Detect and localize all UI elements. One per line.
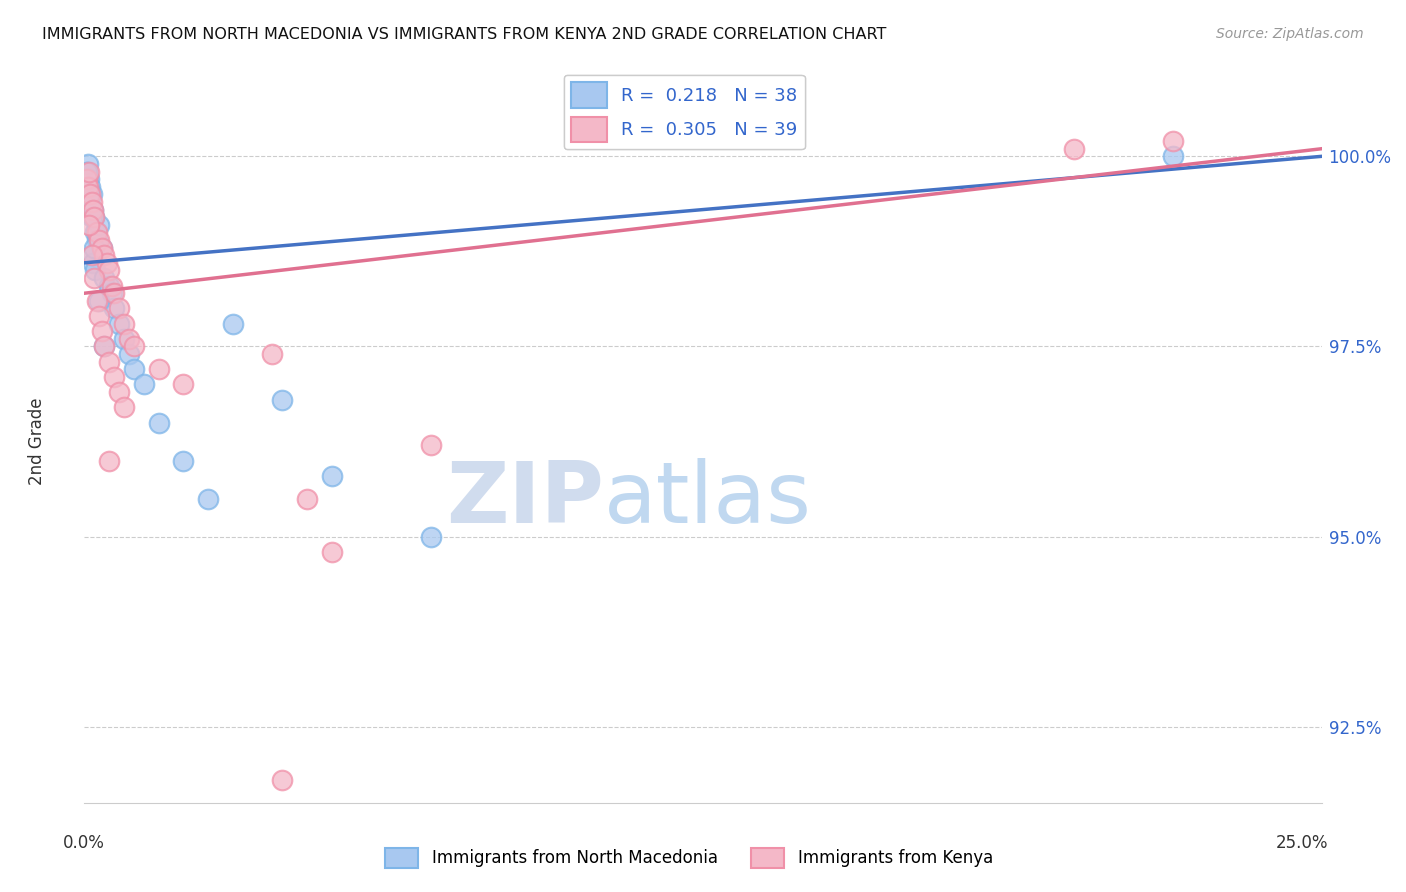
Point: [98, 278, 121, 293]
Text: 2nd Grade: 2nd Grade: [28, 398, 46, 485]
Text: 25.0%: 25.0%: [1277, 834, 1329, 852]
Legend: Immigrants from North Macedonia, Immigrants from Kenya: Immigrants from North Macedonia, Immigra…: [378, 841, 1000, 875]
Point: [77, 157, 100, 171]
Point: [108, 301, 131, 316]
Point: [93, 339, 115, 353]
Point: [83, 210, 105, 224]
Point: [80, 210, 103, 224]
Point: [112, 317, 135, 331]
Point: [295, 491, 318, 506]
Point: [89, 218, 111, 232]
Point: [82, 202, 104, 217]
Point: [79, 194, 101, 209]
Point: [419, 438, 441, 452]
Point: [122, 339, 145, 353]
Point: [321, 468, 343, 483]
Point: [271, 392, 294, 407]
Point: [132, 377, 155, 392]
Point: [222, 317, 245, 331]
Point: [108, 385, 131, 400]
Point: [197, 491, 219, 506]
Point: [93, 248, 115, 262]
Point: [172, 377, 194, 392]
Point: [84, 263, 107, 277]
Point: [76, 164, 98, 178]
Point: [79, 164, 101, 178]
Point: [98, 263, 121, 277]
Point: [262, 347, 284, 361]
Point: [83, 271, 105, 285]
Point: [82, 202, 104, 217]
Point: [79, 187, 101, 202]
Point: [1063, 142, 1085, 156]
Point: [321, 545, 343, 559]
Point: [89, 233, 111, 247]
Point: [79, 179, 101, 194]
Point: [103, 301, 125, 316]
Point: [79, 218, 101, 232]
Point: [90, 241, 112, 255]
Point: [108, 317, 131, 331]
Text: ZIP: ZIP: [446, 458, 605, 541]
Point: [84, 226, 107, 240]
Point: [90, 324, 112, 338]
Point: [86, 293, 108, 308]
Point: [90, 241, 112, 255]
Point: [271, 772, 294, 787]
Point: [118, 347, 141, 361]
Point: [93, 339, 115, 353]
Point: [118, 332, 141, 346]
Point: [419, 530, 441, 544]
Point: [83, 241, 105, 255]
Point: [76, 172, 98, 186]
Text: 0.0%: 0.0%: [63, 834, 105, 852]
Point: [76, 164, 98, 178]
Point: [80, 194, 103, 209]
Text: IMMIGRANTS FROM NORTH MACEDONIA VS IMMIGRANTS FROM KENYA 2ND GRADE CORRELATION C: IMMIGRANTS FROM NORTH MACEDONIA VS IMMIG…: [42, 27, 887, 42]
Point: [79, 187, 101, 202]
Text: atlas: atlas: [605, 458, 813, 541]
Point: [77, 179, 100, 194]
Point: [1161, 149, 1184, 163]
Point: [172, 453, 194, 467]
Point: [80, 248, 103, 262]
Point: [103, 370, 125, 384]
Point: [96, 256, 118, 270]
Point: [1161, 134, 1184, 148]
Point: [100, 286, 122, 301]
Point: [89, 293, 111, 308]
Point: [100, 278, 122, 293]
Legend: R =  0.218   N = 38, R =  0.305   N = 39: R = 0.218 N = 38, R = 0.305 N = 39: [564, 75, 804, 150]
Point: [122, 362, 145, 376]
Point: [86, 226, 108, 240]
Point: [112, 332, 135, 346]
Point: [79, 172, 101, 186]
Point: [86, 233, 108, 247]
Point: [112, 401, 135, 415]
Point: [103, 286, 125, 301]
Text: Source: ZipAtlas.com: Source: ZipAtlas.com: [1216, 27, 1364, 41]
Point: [98, 354, 121, 368]
Point: [148, 416, 170, 430]
Point: [98, 453, 121, 467]
Point: [80, 187, 103, 202]
Point: [89, 309, 111, 323]
Point: [82, 256, 104, 270]
Point: [148, 362, 170, 376]
Point: [83, 210, 105, 224]
Point: [93, 271, 115, 285]
Point: [80, 248, 103, 262]
